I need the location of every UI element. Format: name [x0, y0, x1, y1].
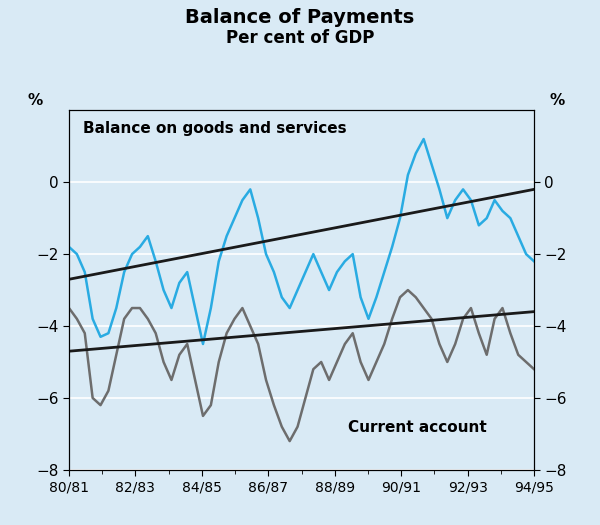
Text: Per cent of GDP: Per cent of GDP	[226, 29, 374, 47]
Text: %: %	[549, 92, 564, 108]
Text: Current account: Current account	[348, 419, 487, 435]
Text: Balance on goods and services: Balance on goods and services	[83, 121, 347, 136]
Text: %: %	[27, 92, 42, 108]
Text: Balance of Payments: Balance of Payments	[185, 8, 415, 27]
